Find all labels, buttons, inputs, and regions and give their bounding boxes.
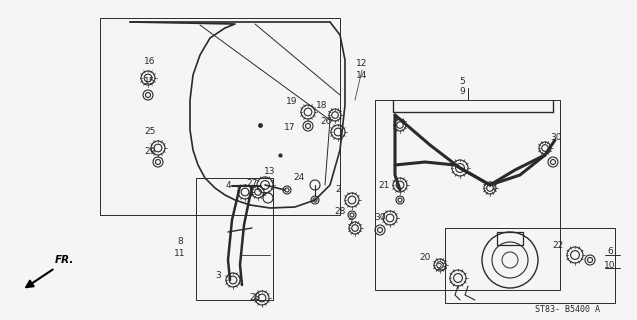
Text: 18: 18 bbox=[316, 101, 328, 110]
Text: 29: 29 bbox=[145, 148, 155, 156]
Text: 10: 10 bbox=[605, 260, 616, 269]
Text: 4: 4 bbox=[225, 180, 231, 189]
Bar bbox=[375, 100, 560, 290]
Text: 1: 1 bbox=[491, 183, 497, 193]
Text: 20: 20 bbox=[419, 253, 431, 262]
Text: 24: 24 bbox=[294, 173, 304, 182]
Text: 11: 11 bbox=[175, 250, 186, 259]
Text: 26: 26 bbox=[320, 117, 332, 126]
Text: 8: 8 bbox=[177, 237, 183, 246]
Text: 23: 23 bbox=[436, 263, 448, 273]
Text: 16: 16 bbox=[144, 58, 156, 67]
Text: 14: 14 bbox=[356, 71, 368, 81]
Text: 7: 7 bbox=[347, 220, 353, 228]
Text: 30: 30 bbox=[550, 133, 562, 142]
Text: 12: 12 bbox=[356, 60, 368, 68]
Text: 22: 22 bbox=[552, 241, 564, 250]
Bar bbox=[100, 18, 340, 215]
Text: 17: 17 bbox=[284, 124, 296, 132]
Text: 2: 2 bbox=[335, 186, 341, 195]
Text: 28: 28 bbox=[334, 207, 346, 217]
Text: 13: 13 bbox=[264, 167, 276, 177]
Text: 15: 15 bbox=[144, 77, 156, 86]
Text: 19: 19 bbox=[286, 98, 297, 107]
Text: 25: 25 bbox=[145, 127, 155, 137]
Text: 21: 21 bbox=[378, 181, 390, 190]
Text: 6: 6 bbox=[607, 247, 613, 257]
Text: 27: 27 bbox=[247, 179, 258, 188]
Text: ST83- B5400 A: ST83- B5400 A bbox=[535, 306, 600, 315]
Text: FR.: FR. bbox=[55, 255, 75, 265]
Text: 28: 28 bbox=[249, 293, 261, 302]
Bar bbox=[445, 228, 615, 303]
Text: 5: 5 bbox=[459, 77, 465, 86]
Bar bbox=[196, 178, 273, 300]
Text: 30: 30 bbox=[375, 213, 386, 222]
Text: 9: 9 bbox=[459, 87, 465, 97]
Text: 3: 3 bbox=[215, 271, 221, 281]
